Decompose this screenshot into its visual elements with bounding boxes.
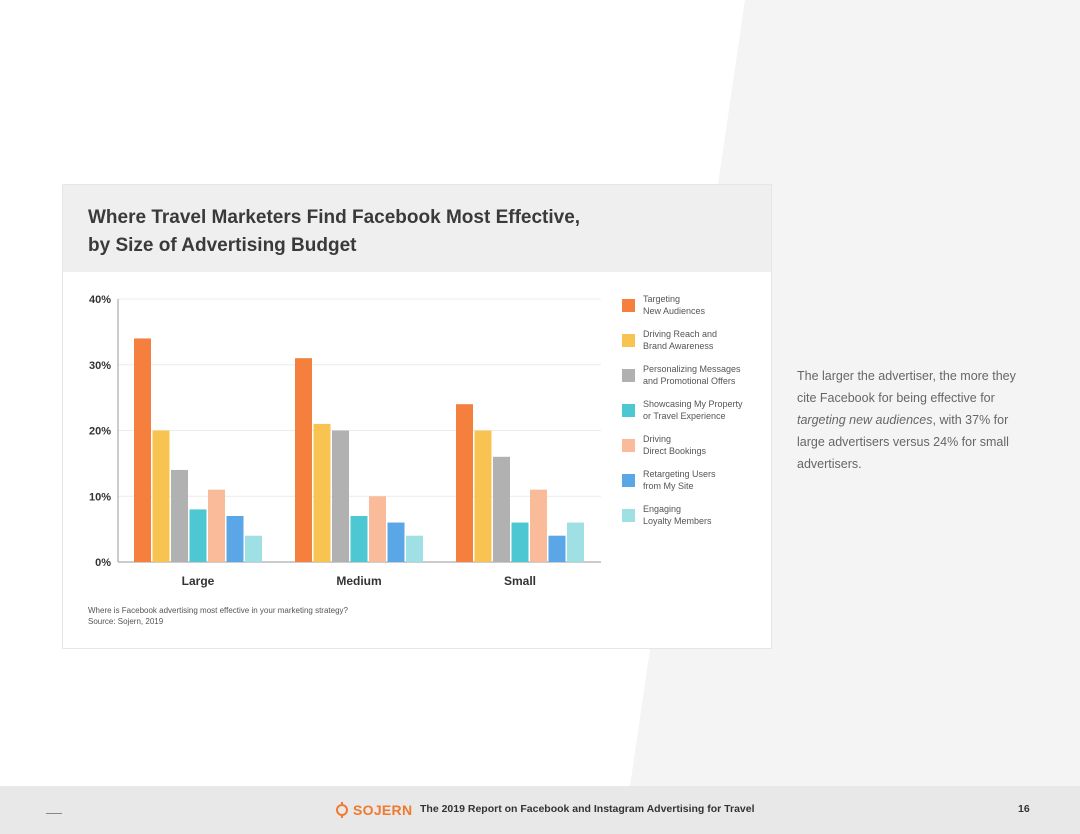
legend-swatch [622,299,635,312]
bar [456,404,473,562]
footer-dash [46,813,62,814]
bar [208,489,225,562]
y-tick-label: 10% [89,491,111,503]
legend-swatch [622,404,635,417]
insight-text-part-1: The larger the advertiser, the more they… [797,369,1016,405]
insight-text-part-2: , with 37% for large advertisers versus … [797,413,1009,471]
chart-title-line-1: Where Travel Marketers Find Facebook Mos… [88,207,581,228]
legend-label: and Promotional Offers [643,376,736,386]
x-tick-label: Small [504,574,536,588]
legend-label: or Travel Experience [643,411,726,421]
bar [245,535,262,562]
x-tick-label: Medium [336,574,381,588]
page-number: 16 [1018,803,1030,815]
bar-chart: 0% 10% 20% 30% 40% Large Medium Small Targeting N… [89,294,743,588]
bar [530,489,547,562]
legend-label: Showcasing My Property [643,399,743,409]
bar [313,423,331,562]
y-tick-label: 0% [95,557,111,569]
legend-swatch [622,369,635,382]
legend-label: Engaging [643,504,681,514]
bar [369,496,386,562]
report-title: The 2019 Report on Facebook and Instagra… [420,803,755,815]
page-footer: SOJERN The 2019 Report on Facebook and I… [0,786,1080,834]
legend-label: from My Site [643,481,694,491]
legend-swatch [622,439,635,452]
legend-label: Driving [643,434,671,444]
crosshair-icon [336,802,348,818]
bar [171,469,188,562]
survey-question: Where is Facebook advertising most effec… [88,606,348,615]
brand-name: SOJERN [353,802,413,818]
legend-label: Loyalty Members [643,516,712,526]
legend-label: Direct Bookings [643,446,707,456]
x-tick-label: Large [182,574,215,588]
legend-label: Driving Reach and [643,329,717,339]
source-note: Source: Sojern, 2019 [88,617,164,626]
legend-label: Targeting [643,294,680,304]
bar [189,509,207,562]
legend-swatch [622,509,635,522]
bar [134,338,151,562]
legend-label: Personalizing Messages [643,364,741,374]
chart-footnote: Where is Facebook advertising most effec… [88,605,348,627]
insight-text-emphasis: targeting new audiences [797,413,933,427]
legend-label: Retargeting Users [643,469,716,479]
chart-header: Where Travel Marketers Find Facebook Mos… [63,185,771,272]
chart-card: Where Travel Marketers Find Facebook Mos… [62,184,772,649]
legend-swatch [622,474,635,487]
bar [511,522,529,562]
sojern-logo: SOJERN [334,800,412,820]
chart-subtitle: by Size of Advertising Budget [88,235,357,256]
bar [332,430,349,562]
bar [493,456,510,562]
bar [406,535,423,562]
y-tick-label: 20% [89,426,111,438]
legend-swatch [622,334,635,347]
bar [567,522,584,562]
bar [226,515,244,562]
bar [387,522,405,562]
bar [295,358,312,562]
bar [350,515,368,562]
y-tick-label: 40% [89,294,111,306]
bar [548,535,566,562]
legend-label: Brand Awareness [643,341,714,351]
bar [152,430,170,562]
legend-label: New Audiences [643,306,706,316]
y-tick-label: 30% [89,360,111,372]
insight-text: The larger the advertiser, the more they… [797,365,1027,475]
chart-title: Where Travel Marketers Find Facebook Mos… [88,204,648,260]
bar [474,430,492,562]
